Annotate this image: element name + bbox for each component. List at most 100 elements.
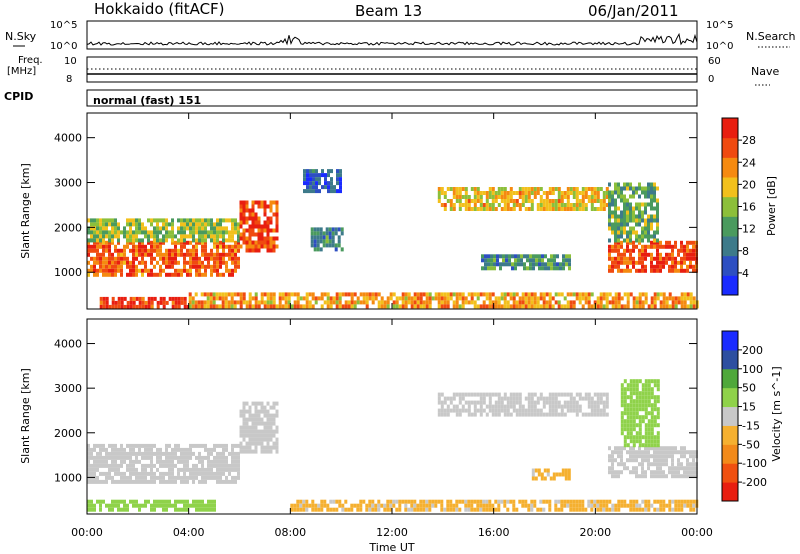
velocity-cell [542,400,546,405]
power-cell [620,230,623,235]
power-cell [371,292,375,297]
power-cell [328,235,332,240]
power-cell [248,240,252,245]
power-cell [509,187,513,191]
velocity-cell [482,503,486,508]
velocity-cell [620,499,624,504]
power-cell [337,235,341,240]
power-cell [275,212,279,217]
power-cell [153,234,156,239]
power-cell [599,296,603,301]
velocity-cell [222,451,225,456]
power-cell [153,272,156,277]
velocity-cell [117,451,120,456]
power-cell [239,232,243,237]
velocity-cell [177,443,180,448]
velocity-cell [638,415,642,420]
velocity-cell [671,507,675,512]
velocity-cell [87,455,90,460]
power-cell [260,228,264,233]
power-cell [231,260,234,265]
velocity-cell [605,499,609,504]
velocity-cell [431,499,435,504]
velocity-cell [275,401,279,406]
power-cell [263,228,267,233]
velocity-cell [674,470,677,475]
power-cell [668,292,672,297]
velocity-cell [629,403,633,408]
velocity-cell [234,467,237,472]
power-cell [650,260,653,265]
power-cell [656,202,659,207]
power-cell [165,252,168,257]
power-cell [325,235,329,240]
velocity-cell [257,421,261,426]
power-cell [251,208,255,213]
velocity-cell [512,499,516,504]
power-cell [425,304,429,309]
power-cell [638,186,641,191]
power-cell [325,231,329,236]
power-cell [335,304,339,309]
power-cell [330,169,333,174]
velocity-cell [527,408,531,413]
velocity-cell [632,407,636,412]
power-cell [686,248,689,253]
power-cell [234,226,237,231]
power-cell [213,222,216,227]
power-cell [566,203,570,207]
velocity-cell [269,405,273,410]
velocity-cell [174,479,177,484]
velocity-cell [620,450,623,455]
power-cell [132,234,135,239]
power-cell [572,191,576,195]
power-cell [188,300,192,305]
velocity-cell [530,408,534,413]
power-cell [497,187,501,191]
velocity-cell [446,412,450,417]
velocity-cell [239,413,243,418]
power-cell [565,262,568,267]
power-cell [514,266,517,271]
power-cell [272,296,276,301]
power-cell [129,234,132,239]
power-cell [180,300,184,305]
power-cell [216,240,219,245]
power-cell [620,252,623,257]
nave-tick-top: 60 [708,56,721,67]
velocity-cell [563,499,567,504]
velocity-cell [120,455,123,460]
power-cell [524,187,528,191]
velocity-cell [602,412,606,417]
velocity-cell [371,503,375,508]
power-cell [527,195,531,199]
power-cell [102,244,105,249]
power-cell [341,292,345,297]
power-cell [96,252,99,257]
power-cell [493,258,496,263]
power-cell [683,268,686,273]
velocity-cell [422,503,426,508]
velocity-cell [635,454,638,459]
velocity-cell [689,470,692,475]
velocity-cell [257,437,261,442]
velocity-cell [428,503,432,508]
velocity-cell [561,472,565,477]
velocity-cell [111,447,114,452]
power-cell [257,232,261,237]
power-cell [313,235,317,240]
power-cell [674,240,677,245]
power-cell [99,238,102,243]
velocity-cell [500,408,504,413]
velocity-cell [222,447,225,452]
velocity-cell [635,407,639,412]
power-cell [275,304,279,309]
power-cell [671,244,674,249]
power-cell [559,262,562,267]
power-cell [538,254,541,259]
power-cell [356,296,360,301]
velocity-cell [464,499,468,504]
velocity-cell [147,479,150,484]
power-cell [102,238,105,243]
